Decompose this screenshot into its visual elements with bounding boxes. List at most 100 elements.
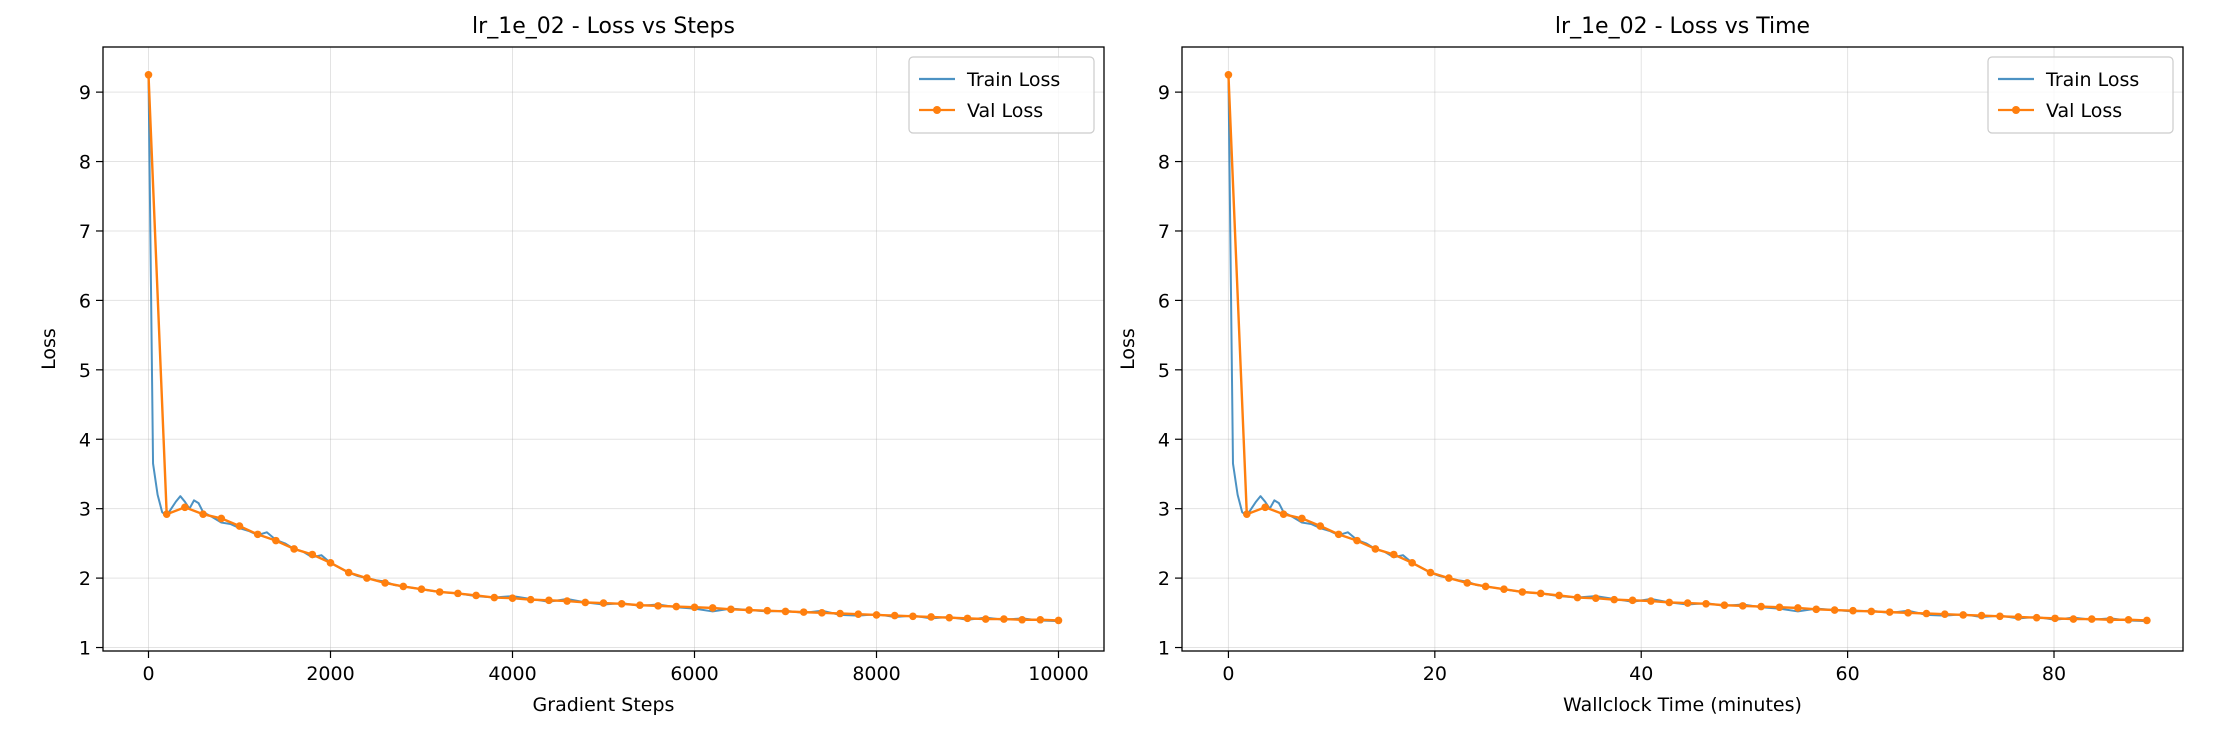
- val-loss-point: [253, 530, 262, 539]
- val-loss-point: [1702, 599, 1710, 608]
- val-loss-point: [854, 610, 863, 619]
- x-tick-label: 0: [142, 663, 154, 685]
- val-loss-point: [545, 596, 553, 605]
- val-loss-point: [1224, 70, 1233, 79]
- val-loss-point: [1610, 595, 1618, 604]
- legend-val-label: Val Loss: [967, 100, 1043, 122]
- y-tick-label: 8: [79, 152, 91, 174]
- chart-title: lr_1e_02 - Loss vs Time: [1555, 14, 1810, 39]
- chart-loss-vs-time: 0 20 40 60 80 1 2 3 4 5 6 7 8 9 lr_1e_02 - Loss vs Ti…: [1117, 14, 2184, 716]
- val-loss-point: [1830, 606, 1839, 614]
- val-loss-point: [981, 615, 990, 623]
- val-loss-point: [1996, 612, 2004, 621]
- y-tick-label: 3: [79, 499, 91, 521]
- val-loss-point: [1941, 610, 1949, 619]
- y-axis-label: Loss: [1117, 328, 1139, 370]
- y-tick-label: 7: [1158, 221, 1170, 243]
- val-loss-point: [1794, 604, 1802, 612]
- y-tick-label: 5: [1158, 360, 1170, 382]
- val-loss-point: [909, 612, 917, 621]
- val-loss-point: [1334, 530, 1343, 539]
- val-loss-point: [454, 589, 462, 598]
- val-loss-point: [2069, 615, 2078, 623]
- y-tick-label: 9: [1158, 82, 1170, 104]
- x-tick-label: 2000: [306, 663, 354, 685]
- val-loss-point: [508, 594, 517, 603]
- y-tick-label: 6: [79, 290, 91, 312]
- y-tick-label: 5: [79, 360, 91, 382]
- val-loss-point: [2106, 615, 2114, 624]
- val-loss-point: [2032, 613, 2041, 622]
- val-loss-point: [672, 602, 681, 611]
- legend-train-label: Train Loss: [966, 69, 1060, 91]
- val-loss-point: [654, 602, 662, 610]
- legend-val-marker: [2012, 106, 2020, 114]
- val-loss-point: [2124, 615, 2133, 624]
- val-loss-point: [399, 582, 408, 591]
- x-tick-label: 6000: [670, 663, 718, 685]
- val-loss-point: [181, 503, 189, 512]
- x-tick-label: 40: [1629, 663, 1653, 685]
- val-loss-point: [1353, 536, 1361, 545]
- val-loss-point: [1261, 503, 1269, 512]
- val-loss-point: [2014, 613, 2023, 621]
- y-tick-label: 9: [79, 82, 91, 104]
- x-tick-label: 60: [1836, 663, 1860, 685]
- val-loss-point: [490, 593, 499, 602]
- y-tick-label: 4: [1158, 429, 1170, 451]
- plot-frame: [1181, 46, 2184, 652]
- val-loss-point: [836, 609, 844, 618]
- val-loss-point: [636, 601, 644, 609]
- val-loss-point: [1243, 510, 1251, 519]
- val-loss-point: [1445, 574, 1453, 582]
- val-loss-point: [1573, 593, 1582, 602]
- legend-val-marker: [933, 106, 941, 114]
- val-loss-point: [1371, 545, 1380, 553]
- val-loss-point: [472, 591, 480, 600]
- val-loss-point: [1977, 611, 1986, 620]
- val-loss-point: [1408, 559, 1416, 567]
- val-loss-point: [2143, 616, 2151, 625]
- val-loss-point: [890, 611, 899, 620]
- val-loss-point: [162, 510, 171, 519]
- val-loss-point: [1481, 582, 1490, 591]
- val-loss-point: [1628, 596, 1637, 605]
- y-tick-label: 4: [79, 429, 91, 451]
- val-loss-point: [1849, 606, 1857, 615]
- legend: Train Loss Val Loss: [908, 56, 1095, 134]
- y-tick-label: 1: [1158, 638, 1170, 660]
- val-loss-point: [2051, 614, 2059, 623]
- val-loss-point: [381, 579, 389, 587]
- val-loss-point: [1054, 616, 1063, 625]
- x-tick-label: 8000: [852, 663, 900, 685]
- val-loss-point: [1738, 602, 1747, 610]
- val-loss-point: [927, 613, 935, 621]
- val-loss-point: [2087, 615, 2096, 623]
- val-loss-point: [326, 559, 335, 567]
- val-loss-point: [308, 550, 317, 559]
- legend-box: [1987, 56, 2174, 134]
- val-loss-point: [945, 613, 954, 622]
- val-loss-point: [763, 606, 772, 615]
- val-loss-point: [1720, 601, 1729, 609]
- val-loss-point: [1647, 597, 1655, 605]
- y-tick-label: 6: [1158, 290, 1170, 312]
- x-axis-label: Wallclock Time (minutes): [1563, 694, 1802, 716]
- x-tick-label: 20: [1423, 663, 1447, 685]
- val-loss-point: [1018, 615, 1026, 624]
- val-loss-point: [1389, 550, 1398, 559]
- val-loss-point: [1426, 568, 1435, 577]
- val-loss-point: [1298, 514, 1306, 523]
- val-loss-point: [963, 614, 972, 623]
- legend-train-label: Train Loss: [2045, 69, 2139, 91]
- val-loss-point: [144, 70, 153, 79]
- legend: Train Loss Val Loss: [1987, 56, 2174, 134]
- val-loss-point: [581, 598, 590, 607]
- val-loss-point: [1665, 598, 1674, 607]
- val-loss-point: [599, 599, 608, 607]
- val-loss-point: [435, 588, 444, 596]
- x-tick-label: 10000: [1028, 663, 1088, 685]
- val-loss-point: [235, 522, 244, 530]
- val-loss-point: [1867, 607, 1876, 616]
- x-axis-label: Gradient Steps: [533, 694, 675, 716]
